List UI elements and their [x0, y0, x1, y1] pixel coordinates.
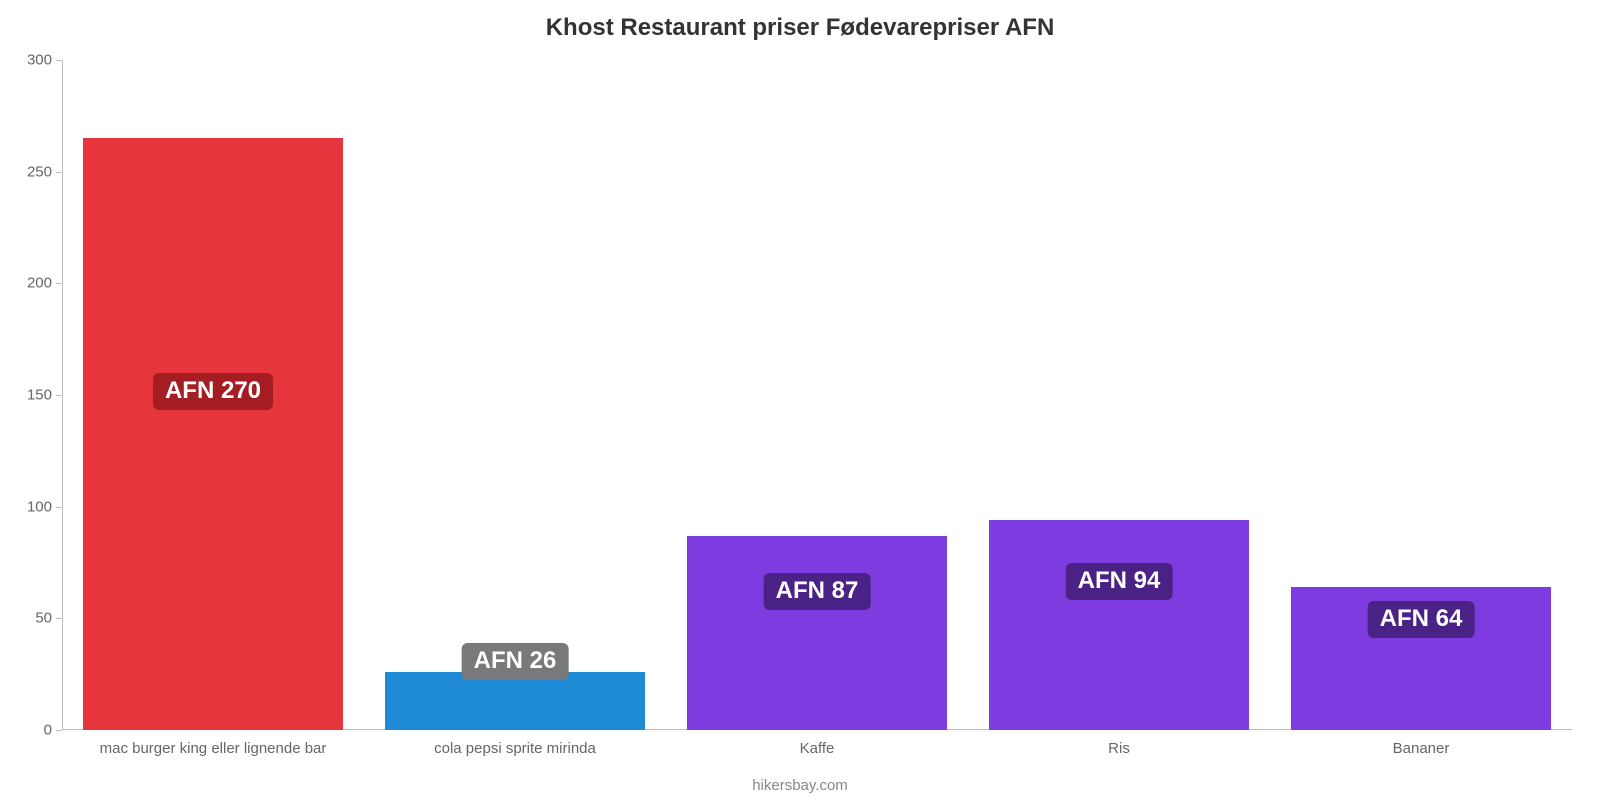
value-badge: AFN 270: [153, 373, 273, 410]
value-badge: AFN 26: [462, 643, 569, 680]
x-category-label: mac burger king eller lignende bar: [100, 740, 327, 757]
value-badge: AFN 64: [1368, 601, 1475, 638]
bar-slot: AFN 270mac burger king eller lignende ba…: [62, 60, 364, 730]
bar: [687, 536, 947, 730]
chart-title: Khost Restaurant priser Fødevarepriser A…: [0, 14, 1600, 42]
bar-slot: AFN 94Ris: [968, 60, 1270, 730]
y-ticks: 050100150200250300: [0, 60, 62, 730]
bar-slot: AFN 87Kaffe: [666, 60, 968, 730]
bar-slot: AFN 26cola pepsi sprite mirinda: [364, 60, 666, 730]
price-bar-chart: Khost Restaurant priser Fødevarepriser A…: [0, 0, 1600, 800]
x-category-label: cola pepsi sprite mirinda: [434, 740, 596, 757]
y-tick-label: 150: [2, 387, 52, 404]
bar: [385, 672, 645, 730]
value-badge: AFN 87: [764, 573, 871, 610]
x-category-label: Ris: [1108, 740, 1130, 757]
bar: [989, 520, 1249, 730]
x-category-label: Bananer: [1393, 740, 1450, 757]
y-tick-label: 50: [2, 610, 52, 627]
y-tick-label: 0: [2, 722, 52, 739]
x-category-label: Kaffe: [800, 740, 835, 757]
y-tick-label: 200: [2, 275, 52, 292]
bar: [83, 138, 343, 730]
y-tick-label: 100: [2, 498, 52, 515]
bar-slot: AFN 64Bananer: [1270, 60, 1572, 730]
chart-footer: hikersbay.com: [0, 777, 1600, 794]
plot-area: AFN 270mac burger king eller lignende ba…: [62, 60, 1572, 730]
y-tick-label: 300: [2, 52, 52, 69]
y-tick-label: 250: [2, 163, 52, 180]
y-tick-mark: [56, 730, 62, 731]
value-badge: AFN 94: [1066, 563, 1173, 600]
